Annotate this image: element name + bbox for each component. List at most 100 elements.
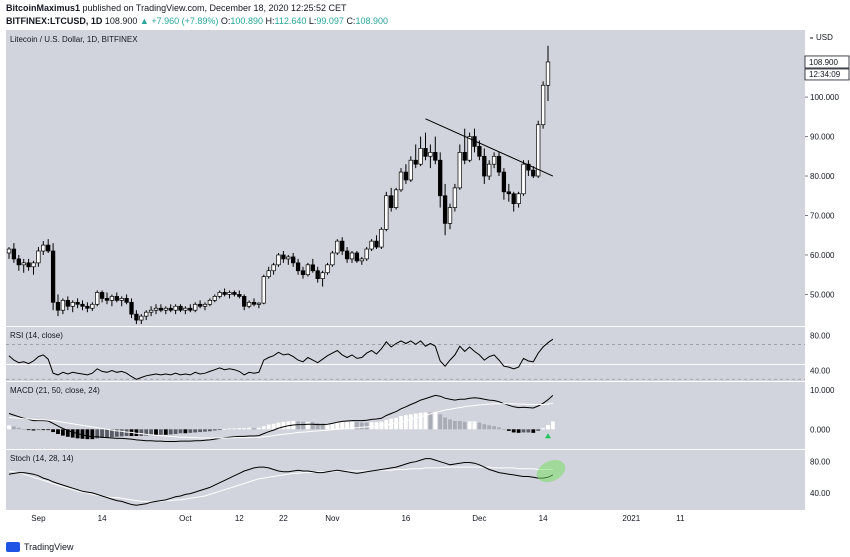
candle-bearish <box>526 163 531 171</box>
candle-bearish <box>442 195 448 224</box>
time-tick-label: 14 <box>98 514 107 523</box>
price-tick-label: 60.000 <box>810 251 835 260</box>
macd-histogram-bar <box>281 421 286 430</box>
candle-bullish <box>545 61 551 86</box>
descending-trendline <box>425 118 554 177</box>
macd-histogram-bar <box>340 421 345 430</box>
macd-histogram-bar <box>26 429 31 431</box>
macd-histogram-bar <box>462 421 467 430</box>
macd-histogram-bar <box>105 429 109 438</box>
candle-bullish <box>286 256 291 260</box>
candle-bullish <box>6 248 12 254</box>
candle-bearish <box>65 299 70 307</box>
macd-histogram-bar <box>65 429 70 437</box>
price-tick-label: 90.000 <box>810 133 835 142</box>
countdown-label: 12:34:09 <box>809 70 841 79</box>
candle-bearish <box>531 169 536 177</box>
low-value: 99.097 <box>316 16 344 26</box>
macd-histogram-bar <box>526 429 531 433</box>
macd-histogram-bar <box>310 422 315 430</box>
candle-bearish <box>178 305 183 311</box>
macd-histogram-bar <box>56 429 60 435</box>
candle-bullish <box>540 84 546 126</box>
macd-histogram-bar <box>413 413 418 430</box>
candle-bullish <box>36 250 41 264</box>
macd-histogram-bar <box>516 429 521 433</box>
candle-bullish <box>418 148 423 165</box>
rsi-tick-label: 80.00 <box>810 332 831 341</box>
candle-bearish <box>374 240 379 248</box>
candle-bullish <box>217 292 222 297</box>
candle-bearish <box>462 151 467 161</box>
macd-histogram-bar <box>408 414 413 430</box>
candle-bullish <box>330 252 335 266</box>
macd-histogram-bar <box>85 429 90 440</box>
macd-histogram-bar <box>100 429 104 438</box>
macd-histogram-bar <box>252 428 256 430</box>
macd-histogram-bar <box>247 427 251 430</box>
candle-bullish <box>31 262 36 268</box>
candle-bearish <box>340 240 345 252</box>
rsi-line <box>8 338 554 380</box>
macd-histogram-bar <box>296 421 300 430</box>
candle-bearish <box>158 307 164 311</box>
macd-histogram-bar <box>7 425 11 430</box>
macd-signal-line <box>8 402 553 439</box>
macd-histogram-bar <box>178 429 183 434</box>
high-value: 112.640 <box>274 16 307 26</box>
candle-bullish <box>467 136 472 161</box>
publish-info: published on TradingView.com, December 1… <box>82 3 347 13</box>
macd-histogram-bar <box>477 422 482 430</box>
candle-bullish <box>119 298 124 301</box>
macd-histogram-bar <box>502 429 506 431</box>
high-label: H: <box>265 16 275 26</box>
macd-histogram-bar <box>124 429 129 436</box>
macd-histogram-bar <box>315 422 320 430</box>
macd-histogram-bar <box>418 412 423 430</box>
candle-bullish <box>452 187 458 208</box>
macd-histogram-bar <box>467 421 472 430</box>
candle-bullish <box>276 254 281 266</box>
time-tick-label: Oct <box>179 514 192 523</box>
macd-histogram-bar <box>80 429 85 439</box>
candle-bullish <box>95 292 100 305</box>
candle-bullish <box>398 171 404 191</box>
time-tick-label: 11 <box>676 514 685 523</box>
candle-bullish <box>320 272 325 279</box>
macd-histogram-bar <box>531 429 536 433</box>
macd-histogram-bar <box>31 429 36 431</box>
macd-histogram-bar <box>36 429 41 431</box>
candle-bearish <box>104 298 110 301</box>
candle-bullish <box>163 307 168 311</box>
macd-histogram-bar <box>325 423 330 430</box>
author-name[interactable]: BitcoinMaximus1 <box>6 3 81 13</box>
chart-title: Litecoin / U.S. Dollar, 1D, BITFINEX <box>10 35 138 44</box>
macd-histogram-bar <box>551 421 555 430</box>
chart-area[interactable]: Litecoin / U.S. Dollar, 1D, BITFINEX USD 5… <box>0 30 850 540</box>
candle-bearish <box>75 301 80 305</box>
ohlc-line: BITFINEX:LTCUSD, 1D 108.900 ▲ +7.960 (+7… <box>6 16 388 26</box>
price-tick-label: 80.000 <box>810 172 835 181</box>
macd-histogram-bar <box>448 419 452 430</box>
candle-bearish <box>237 294 242 297</box>
macd-histogram-bar <box>232 428 237 430</box>
macd-histogram-bar <box>90 429 95 440</box>
macd-histogram-bar <box>119 429 124 437</box>
candle-bearish <box>506 191 511 195</box>
macd-histogram-bar <box>41 429 46 431</box>
candle-bullish <box>457 151 462 189</box>
macd-histogram-bar <box>369 422 374 430</box>
candle-bearish <box>511 193 516 205</box>
candle-bullish <box>393 189 399 208</box>
footer: TradingView <box>0 539 850 557</box>
candle-bullish <box>305 264 311 276</box>
macd-histogram-bar <box>497 427 501 430</box>
stoch-tick-label: 80.00 <box>810 458 831 467</box>
candle-bearish <box>291 256 296 264</box>
time-tick-label: Sep <box>31 514 46 523</box>
stoch-k-line <box>8 458 554 506</box>
candle-bullish <box>271 264 276 272</box>
tradingview-logo[interactable]: TradingView <box>6 542 74 552</box>
macd-histogram-bar <box>301 421 305 430</box>
macd-histogram-bar <box>222 428 227 430</box>
